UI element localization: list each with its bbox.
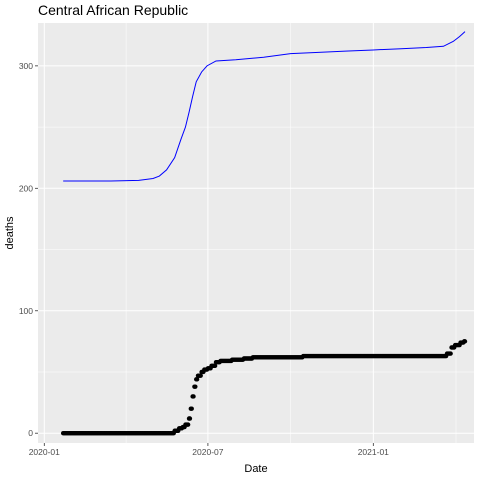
y-axis-title: deaths (4, 216, 16, 250)
y-axis: 0 100 200 300 (19, 61, 38, 438)
data-point (193, 384, 198, 389)
x-axis: 2020-01 2020-07 2021-01 (29, 443, 389, 457)
data-point (198, 373, 203, 378)
data-point (194, 377, 200, 382)
data-point (191, 394, 196, 399)
series-line (63, 31, 466, 182)
y-tick-label: 300 (19, 61, 33, 71)
data-point (189, 406, 194, 411)
x-axis-title: Date (244, 463, 267, 475)
x-tick-label: 2020-01 (29, 447, 60, 457)
chart-title: Central African Republic (38, 2, 188, 18)
data-point (212, 363, 218, 369)
series-layer (60, 31, 468, 436)
data-point (448, 351, 453, 356)
plot-panel (38, 23, 474, 443)
x-tick-label: 2021-01 (358, 447, 389, 457)
data-point (185, 422, 191, 427)
data-point (462, 339, 468, 344)
y-tick-label: 0 (28, 428, 33, 438)
y-tick-label: 100 (19, 306, 33, 316)
y-tick-label: 200 (19, 183, 33, 193)
x-tick-label: 2020-07 (192, 447, 223, 457)
data-point (187, 416, 193, 421)
series-points (60, 339, 468, 436)
grid-minor (38, 23, 474, 443)
